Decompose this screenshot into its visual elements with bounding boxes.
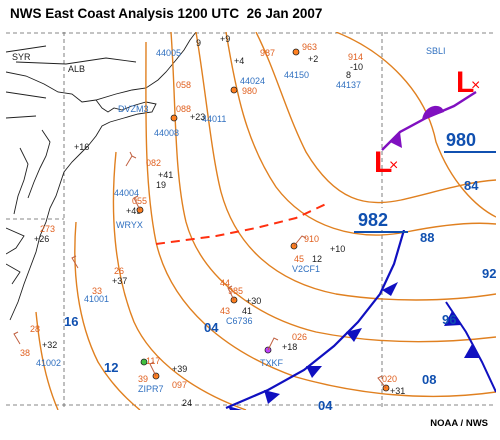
station-id: DVZM3 [118,104,149,114]
isobar-label: 04 [204,320,219,335]
warm-front [444,301,496,393]
station-value: +9 [220,34,230,44]
station-value: 9 [196,38,201,48]
isobar-label: 96 [442,312,456,327]
station-value: +2 [308,54,318,64]
station-value: 963 [302,42,317,52]
low-x-mark: × [471,77,480,94]
station-value: 088 [176,104,191,114]
station-value: +37 [112,276,127,286]
station-value: +26 [34,234,49,244]
coastline [6,32,197,321]
station-value: -10 [350,62,363,72]
central-pressure-980: 980 [444,130,496,153]
wind-barbs [13,151,387,389]
station-id: SBLI [426,46,446,56]
station-id: 44024 [240,76,265,86]
station-value: +49 [126,206,141,216]
station-value: 055 [132,196,147,206]
station-id: 44137 [336,80,361,90]
cold-front [225,229,406,410]
station-id: SYR [12,52,31,62]
station-value: 45 [294,254,304,264]
station-value: +30 [246,296,261,306]
station-value: +39 [172,364,187,374]
station-id: 44011 [202,114,226,124]
isobar-label: 88 [420,230,434,245]
isobar-label: 16 [64,314,78,329]
station-value: 058 [176,80,191,90]
station-value: 39 [138,374,148,384]
low-pressure-center: L × [374,146,398,179]
station-id: 44005 [156,48,181,58]
isobar-label: 92 [482,266,496,281]
station-value: 44 [220,278,230,288]
station-id: 44004 [114,188,139,198]
station-value: 980 [242,86,257,96]
station-value: 33 [92,286,102,296]
station-value: 020 [382,374,397,384]
station-value: 914 [348,52,363,62]
station-value: 43 [220,306,230,316]
station-id: ZIPR7 [138,384,164,394]
station-value: 117 [146,356,160,366]
isobar-label: 84 [464,178,479,193]
credit-label: NOAA / NWS [430,418,488,429]
station-id: C6736 [226,316,253,326]
station-values: 910 985 117 097 020 082 055 058 088 980 … [20,34,405,408]
station-value: 12 [312,254,322,264]
station-value: 19 [156,180,166,190]
station-value: 987 [260,48,275,58]
station-value: 273 [40,224,55,234]
station-value: +32 [42,340,57,350]
station-value: 24 [182,398,192,408]
station-value: 28 [30,324,40,334]
station-value: 910 [304,234,319,244]
station-value: +31 [390,386,405,396]
isobar-label: 04 [318,398,333,410]
isobar-label: 08 [422,372,436,387]
station-value: +41 [158,170,173,180]
central-pressure-value: 980 [446,130,476,150]
station-value: 38 [20,348,30,358]
map-title: NWS East Coast Analysis 1200 UTC 26 Jan … [10,6,323,21]
station-id: 44008 [154,128,179,138]
station-id: V2CF1 [292,264,320,274]
station-identifiers: SBLI 44137 44150 44024 44011 44008 44004… [12,46,446,394]
trough-line [155,203,327,245]
low-pressure-center-ne: L × [456,66,480,99]
station-value: +10 [330,244,345,254]
isobars [35,32,496,410]
central-pressure-value: 982 [358,210,388,230]
station-value: +4 [234,56,244,66]
station-value: 41 [242,306,252,316]
station-id: TXKF [260,358,284,368]
station-value: 8 [346,70,351,80]
station-id: WRYX [116,220,143,230]
isobar-labels: 84 88 92 96 04 04 08 12 16 [64,178,496,410]
station-id: 41001 [84,294,109,304]
station-id: 44150 [284,70,309,80]
station-value: +23 [190,112,205,122]
station-value: +18 [282,342,297,352]
station-value: +16 [74,142,89,152]
station-value: 082 [146,158,161,168]
station-value: 026 [292,332,307,342]
central-pressure-982: 982 [354,208,408,233]
station-value: 26 [114,266,124,276]
low-symbol: L [374,146,392,179]
station-value: 097 [172,380,187,390]
isobar-label: 12 [104,360,118,375]
low-x-mark: × [389,157,398,174]
station-id: ALB [68,64,85,74]
station-value: 985 [228,286,243,296]
station-id: 41002 [36,358,61,368]
weather-map: L × L × 980 982 84 88 92 96 04 04 08 12 … [6,32,496,410]
low-symbol: L [456,66,474,99]
occluded-front [381,90,477,151]
